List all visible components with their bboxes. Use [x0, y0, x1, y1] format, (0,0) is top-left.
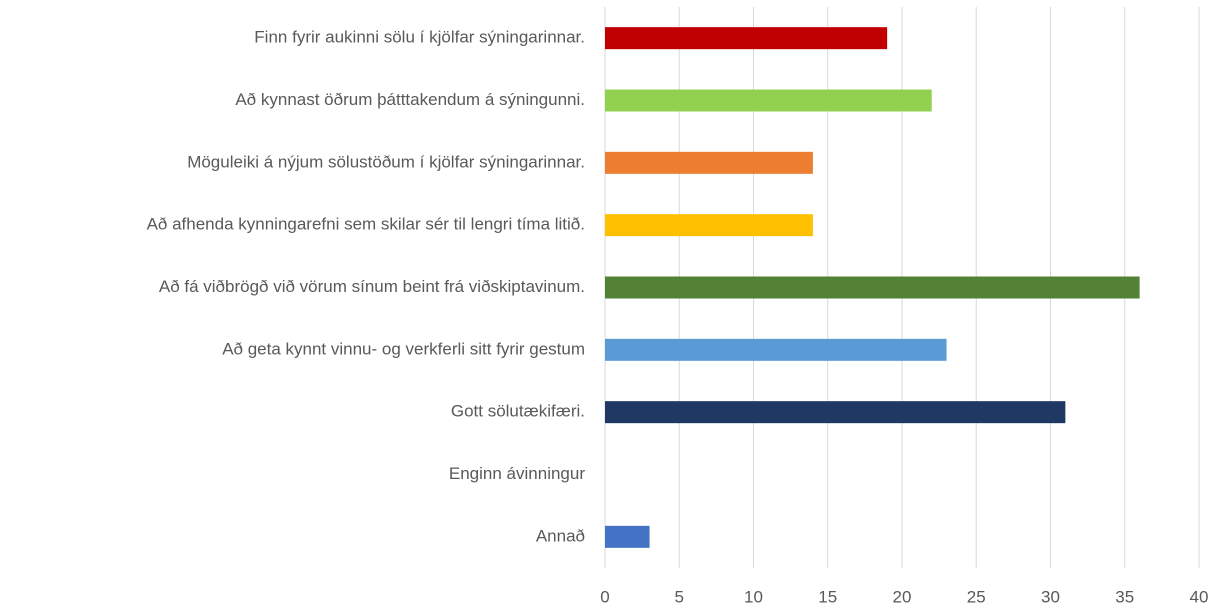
y-tick-label: Að afhenda kynningarefni sem skilar sér …	[147, 215, 585, 234]
y-tick-label: Að geta kynnt vinnu- og verkferli sitt f…	[222, 339, 585, 358]
bar	[605, 151, 813, 174]
x-tick-label: 25	[967, 587, 986, 606]
bar	[605, 27, 888, 50]
x-tick-label: 35	[1115, 587, 1134, 606]
y-tick-label: Annað	[536, 526, 585, 545]
x-tick-label: 20	[893, 587, 912, 606]
y-tick-label: Finn fyrir aukinni sölu í kjölfar sýning…	[254, 28, 585, 47]
y-tick-label: Að fá viðbrögð við vörum sínum beint frá…	[159, 277, 585, 296]
bar	[605, 338, 947, 361]
bar	[605, 401, 1066, 424]
y-tick-label: Að kynnast öðrum þátttakendum á sýningun…	[235, 90, 585, 109]
y-tick-label: Möguleiki á nýjum sölustöðum í kjölfar s…	[187, 152, 585, 171]
x-tick-label: 10	[744, 587, 763, 606]
x-tick-label: 0	[600, 587, 609, 606]
y-tick-label: Enginn ávinningur	[449, 464, 585, 483]
x-tick-label: 30	[1041, 587, 1060, 606]
bar	[605, 525, 650, 548]
x-tick-label: 15	[818, 587, 837, 606]
bar	[605, 89, 932, 112]
bar	[605, 276, 1140, 299]
y-tick-label: Gott sölutækifæri.	[451, 402, 585, 421]
bar	[605, 214, 813, 237]
x-tick-label: 5	[675, 587, 684, 606]
x-tick-label: 40	[1190, 587, 1209, 606]
